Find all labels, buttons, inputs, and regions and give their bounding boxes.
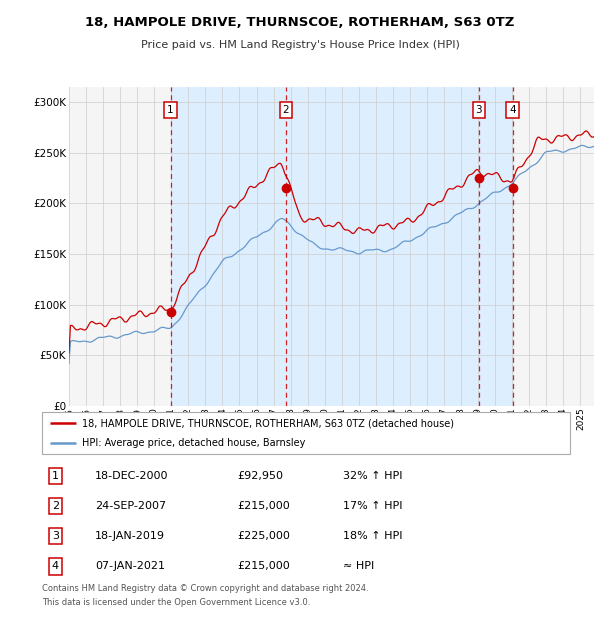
Text: £225,000: £225,000	[238, 531, 290, 541]
Text: 2: 2	[52, 501, 59, 511]
Text: 3: 3	[52, 531, 59, 541]
Text: HPI: Average price, detached house, Barnsley: HPI: Average price, detached house, Barn…	[82, 438, 305, 448]
Text: 07-JAN-2021: 07-JAN-2021	[95, 561, 165, 572]
Text: 17% ↑ HPI: 17% ↑ HPI	[343, 501, 403, 511]
Text: 24-SEP-2007: 24-SEP-2007	[95, 501, 166, 511]
Text: 18-JAN-2019: 18-JAN-2019	[95, 531, 165, 541]
Text: 1: 1	[167, 105, 174, 115]
Text: 4: 4	[509, 105, 516, 115]
Text: 18, HAMPOLE DRIVE, THURNSCOE, ROTHERHAM, S63 0TZ: 18, HAMPOLE DRIVE, THURNSCOE, ROTHERHAM,…	[85, 16, 515, 29]
Text: 18, HAMPOLE DRIVE, THURNSCOE, ROTHERHAM, S63 0TZ (detached house): 18, HAMPOLE DRIVE, THURNSCOE, ROTHERHAM,…	[82, 418, 454, 428]
Text: Contains HM Land Registry data © Crown copyright and database right 2024.: Contains HM Land Registry data © Crown c…	[42, 584, 368, 593]
Text: 18% ↑ HPI: 18% ↑ HPI	[343, 531, 403, 541]
Text: 3: 3	[476, 105, 482, 115]
Text: £215,000: £215,000	[238, 561, 290, 572]
Text: ≈ HPI: ≈ HPI	[343, 561, 374, 572]
Text: £215,000: £215,000	[238, 501, 290, 511]
Text: 32% ↑ HPI: 32% ↑ HPI	[343, 471, 403, 480]
Text: £92,950: £92,950	[238, 471, 283, 480]
FancyBboxPatch shape	[42, 412, 570, 454]
Bar	[170, 87, 512, 406]
Text: Price paid vs. HM Land Registry's House Price Index (HPI): Price paid vs. HM Land Registry's House …	[140, 40, 460, 50]
Text: 18-DEC-2000: 18-DEC-2000	[95, 471, 168, 480]
Text: 1: 1	[52, 471, 59, 480]
Text: 2: 2	[283, 105, 289, 115]
Text: This data is licensed under the Open Government Licence v3.0.: This data is licensed under the Open Gov…	[42, 598, 310, 607]
Text: 4: 4	[52, 561, 59, 572]
